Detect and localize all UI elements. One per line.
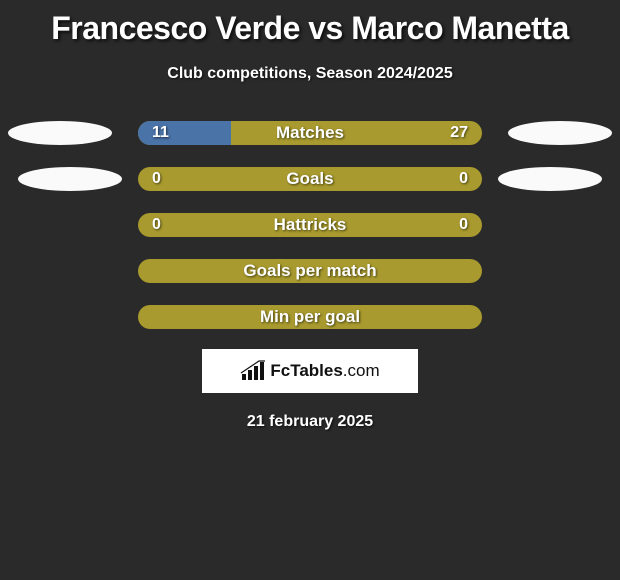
logo-brand-bold: FcTables <box>270 361 342 380</box>
comparison-infographic: Francesco Verde vs Marco Manetta Club co… <box>0 0 620 431</box>
stat-bar: Goals per match <box>138 259 482 283</box>
stat-bar: Min per goal <box>138 305 482 329</box>
player-marker-right <box>508 121 612 145</box>
stat-value-right: 0 <box>459 216 468 234</box>
stat-label: Hattricks <box>274 215 347 235</box>
player-marker-left <box>18 167 122 191</box>
stat-row: Goals per match <box>0 259 620 283</box>
stat-label: Matches <box>276 123 344 143</box>
stat-value-right: 0 <box>459 170 468 188</box>
stats-rows: 11 27 Matches 0 0 Goals 0 0 Hattricks Goals per m… <box>0 121 620 329</box>
subtitle: Club competitions, Season 2024/2025 <box>167 65 452 83</box>
bar-chart-icon <box>240 360 266 382</box>
page-title: Francesco Verde vs Marco Manetta <box>51 10 569 47</box>
stat-label: Min per goal <box>260 307 360 327</box>
player-marker-right <box>498 167 602 191</box>
stat-bar: 0 0 Goals <box>138 167 482 191</box>
stat-row: 11 27 Matches <box>0 121 620 145</box>
logo-text: FcTables.com <box>270 361 379 381</box>
logo-box: FcTables.com <box>202 349 418 393</box>
stat-label: Goals per match <box>243 261 376 281</box>
stat-bar: 11 27 Matches <box>138 121 482 145</box>
stat-value-left: 0 <box>152 170 161 188</box>
stat-row: 0 0 Goals <box>0 167 620 191</box>
player-marker-left <box>8 121 112 145</box>
stat-bar: 0 0 Hattricks <box>138 213 482 237</box>
stat-value-left: 0 <box>152 216 161 234</box>
stat-row: 0 0 Hattricks <box>0 213 620 237</box>
logo-brand-light: .com <box>343 361 380 380</box>
stat-value-left: 11 <box>152 124 169 142</box>
generation-date: 21 february 2025 <box>247 413 373 431</box>
stat-row: Min per goal <box>0 305 620 329</box>
stat-value-right: 27 <box>450 124 468 142</box>
stat-label: Goals <box>286 169 333 189</box>
